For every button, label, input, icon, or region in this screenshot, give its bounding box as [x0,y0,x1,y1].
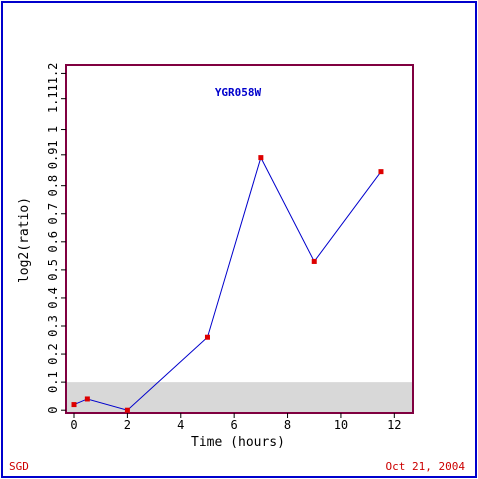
chart-title: YGR058W [215,86,262,99]
y-tick-label: 1.11 [46,84,60,113]
series-line [73,156,382,411]
y-tick-label: 0.5 [46,259,60,281]
data-point [311,258,317,264]
data-point [71,402,77,408]
y-tick-label: 0 [46,407,60,414]
x-tick-label: 10 [334,418,348,432]
x-tick-label: 2 [124,418,131,432]
x-axis-label: Time (hours) [191,435,285,450]
y-axis-label: log2(ratio) [17,197,32,283]
y-tick-label: 1 [46,126,60,133]
shaded-band [66,382,413,413]
data-point [84,396,90,402]
y-tick-label: 0.2 [46,343,60,365]
y-tick-label: 0.4 [46,287,60,309]
x-tick-label: 0 [70,418,77,432]
y-tick-label: 0.6 [46,231,60,253]
y-axis: 0 0.1 0.2 0.3 0.4 0.5 0.6 0.7 0.8 0.91 1 1.111.2 [46,63,66,414]
x-tick-label: 8 [284,418,291,432]
x-axis: 0 2 4 6 8 10 12 [70,413,402,432]
y-tick-label: 1.2 [46,63,60,85]
data-point [258,155,264,161]
x-tick-label: 6 [231,418,238,432]
plot-area [65,64,414,414]
y-tick-label: 0.8 [46,175,60,197]
data-point [204,334,210,340]
date-label: Oct 21, 2004 [385,460,465,473]
y-tick-label: 0.91 [46,140,60,169]
y-tick-label: 0.3 [46,315,60,337]
data-points [71,155,384,413]
y-tick-label: 0.7 [46,203,60,225]
x-tick-label: 12 [387,418,401,432]
y-tick-label: 0.1 [46,371,60,393]
source-label: SGD [9,460,29,473]
x-tick-label: 4 [177,418,184,432]
data-point [378,169,384,175]
data-point [124,407,130,413]
